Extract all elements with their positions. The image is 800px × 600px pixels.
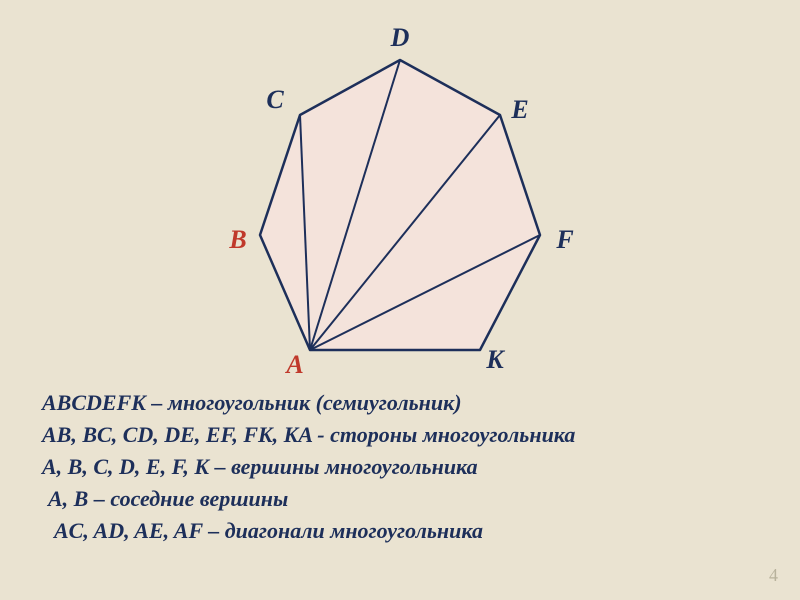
description-text-block: ABCDEFK – многоугольник (семиугольник) A… [42, 390, 762, 550]
heptagon-polygon [260, 60, 540, 350]
line-vertices: A, B, C, D, E, F, K – вершины многоуголь… [42, 454, 762, 480]
vertex-label-K: K [486, 345, 503, 375]
vertex-label-C: C [266, 85, 283, 115]
vertex-label-F: F [556, 225, 573, 255]
vertex-label-A: A [286, 350, 303, 380]
vertex-label-E: E [511, 95, 528, 125]
page-number: 4 [769, 565, 778, 586]
line-adjacent: A, B – соседние вершины [48, 486, 762, 512]
vertex-label-D: D [391, 23, 410, 53]
vertex-label-B: B [229, 225, 246, 255]
line-sides: AB, BC, CD, DE, EF, FK, KA - стороны мно… [42, 422, 762, 448]
line-diagonals: AC, AD, AE, AF – диагонали многоугольник… [54, 518, 762, 544]
line-polygon-name: ABCDEFK – многоугольник (семиугольник) [42, 390, 762, 416]
